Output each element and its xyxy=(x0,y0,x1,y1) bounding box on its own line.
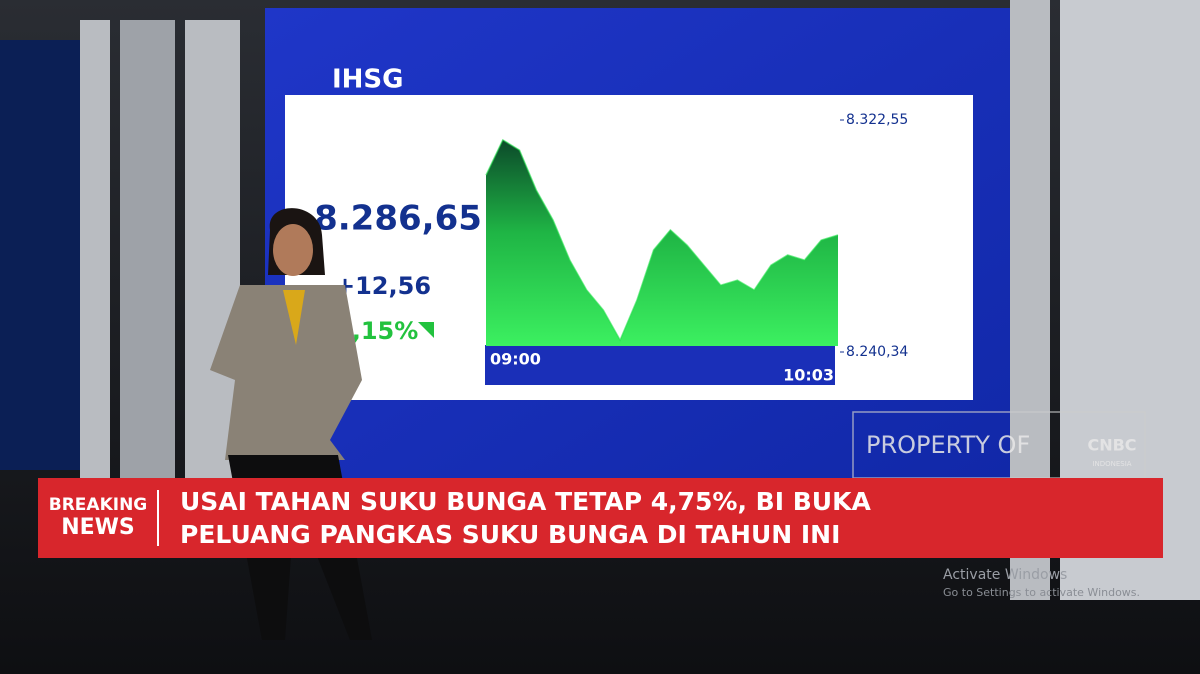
headline-line: PELUANG PANGKAS SUKU BUNGA DI TAHUN INI xyxy=(180,520,840,549)
y-tick-label: 8.240,34 xyxy=(846,344,908,360)
logo-sub: INDONESIA xyxy=(1092,460,1131,468)
headline-line: USAI TAHAN SUKU BUNGA TETAP 4,75%, BI BU… xyxy=(180,487,871,516)
os-notice: Go to Settings to activate Windows. xyxy=(943,586,1140,599)
ticker: IHSG xyxy=(332,65,404,95)
x-label-end: 10:03 xyxy=(783,366,834,385)
breaking-bar xyxy=(38,478,1163,558)
up-arrow xyxy=(418,322,434,338)
logo: CNBC xyxy=(1087,436,1136,455)
x-label-start: 09:00 xyxy=(490,350,541,369)
change: +12,56 xyxy=(335,272,431,300)
y-tick-label: 8.322,55 xyxy=(846,112,908,128)
side-screen xyxy=(0,40,80,470)
price: 8.286,65 xyxy=(314,199,482,239)
os-notice: Activate Windows xyxy=(943,567,1067,583)
price-line xyxy=(485,138,839,342)
time-axis-bar xyxy=(485,345,835,385)
news-label: NEWS xyxy=(61,515,135,540)
watermark: PROPERTY OF xyxy=(866,431,1030,459)
breaking-label: BREAKING xyxy=(49,495,148,515)
price-area xyxy=(486,139,838,346)
